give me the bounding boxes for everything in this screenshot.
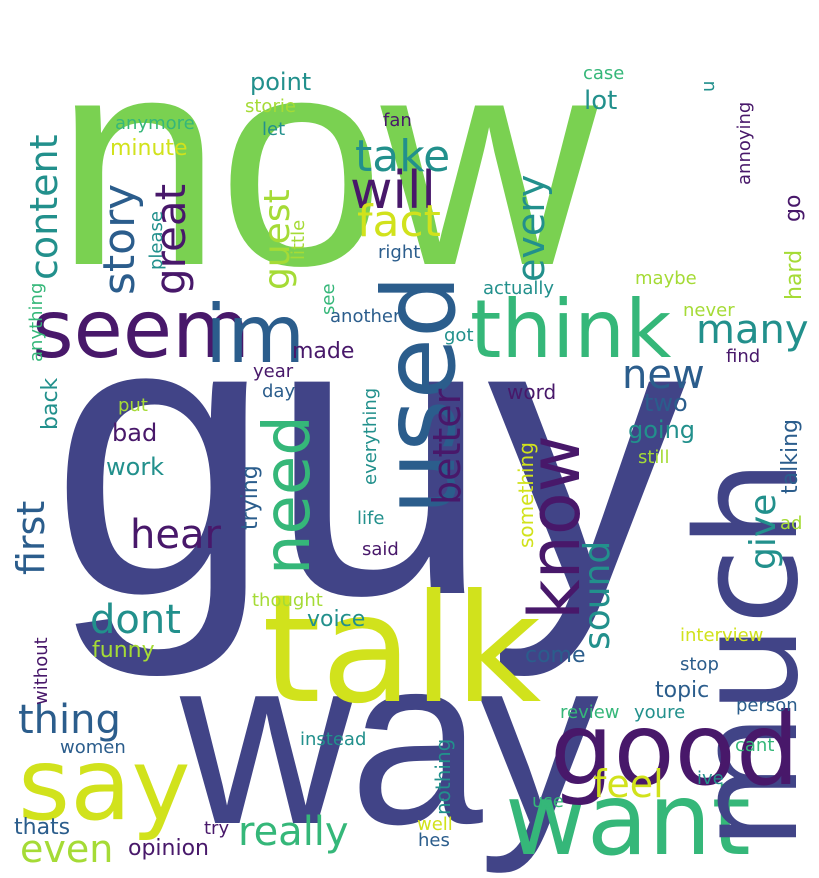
word-anything: anything [26, 282, 47, 362]
word-fact: fact [357, 196, 441, 247]
word-maybe: maybe [635, 268, 697, 289]
word-thought: thought [252, 590, 323, 611]
word-women: women [60, 737, 126, 758]
word-point: point [250, 68, 312, 96]
word-way: way [180, 606, 599, 874]
word-never: never [683, 300, 735, 321]
word-try: try [204, 818, 230, 839]
word-new: new [622, 352, 705, 398]
word-case: case [583, 63, 625, 84]
word-review: review [560, 702, 620, 723]
word-life: life [357, 508, 385, 529]
word-opinion: opinion [128, 836, 209, 861]
word-even: even [20, 827, 114, 871]
word-really: really [238, 809, 349, 855]
word-now: now [55, 0, 597, 328]
word-interview: interview [680, 625, 764, 646]
word-thing: thing [18, 697, 121, 743]
word-think: think [470, 283, 672, 376]
word-guy: guy [50, 231, 687, 678]
word-sound: sound [577, 540, 618, 650]
word-need: need [251, 415, 325, 575]
word-take: take [355, 131, 451, 182]
word-said: said [362, 539, 399, 560]
word-please: please [146, 211, 167, 270]
word-want: want [505, 761, 751, 878]
word-seem: seem [32, 283, 251, 376]
word-anymore: anymore [115, 113, 195, 134]
word-right: right [378, 242, 421, 263]
word-use: use [532, 791, 564, 812]
word-storie: storie [245, 96, 296, 117]
word-cant: cant [735, 735, 775, 756]
word-work: work [106, 453, 165, 481]
word-ad: ad [780, 513, 803, 534]
word-minute: minute [110, 136, 188, 161]
word-still: still [638, 447, 670, 468]
word-u: u [698, 80, 719, 92]
word-without: without [31, 637, 52, 705]
word-everything: everything [360, 387, 381, 485]
word-made: made [292, 339, 355, 364]
word-many: many [696, 307, 809, 353]
word-feel: feel [593, 762, 664, 806]
word-two: two [644, 389, 688, 417]
word-good: good [550, 691, 800, 808]
word-say: say [18, 726, 191, 843]
word-going: going [628, 416, 696, 444]
word-trying: trying [238, 465, 263, 530]
word-hard: hard [782, 249, 807, 300]
word-fan: fan [383, 110, 412, 131]
word-youre: youre [634, 702, 686, 723]
word-will: will [350, 161, 436, 221]
word-little: little [288, 219, 309, 260]
word-hear: hear [130, 512, 221, 558]
word-bad: bad [112, 419, 158, 447]
word-stop: stop [680, 654, 719, 675]
word-voice: voice [307, 607, 366, 632]
word-story: story [94, 183, 145, 295]
word-nothing: nothing [431, 738, 455, 815]
word-im: im [205, 288, 306, 381]
word-thats: thats [14, 815, 71, 840]
word-dont: dont [90, 597, 181, 643]
word-find: find [726, 346, 761, 367]
word-better: better [425, 388, 469, 505]
word-first: first [9, 500, 53, 575]
word-every: every [509, 174, 553, 282]
word-give: give [743, 493, 784, 570]
word-well: well [417, 814, 453, 835]
word-put: put [118, 395, 148, 416]
word-another: another [330, 306, 401, 327]
word-let: let [262, 119, 286, 140]
word-instead: instead [300, 729, 367, 750]
word-talking: talking [778, 419, 803, 494]
word-ive: ive [697, 768, 724, 789]
word-back: back [38, 377, 63, 430]
word-day: day [262, 381, 296, 402]
word-talk: talk [262, 563, 542, 737]
word-go: go [781, 194, 806, 222]
word-annoying: annoying [734, 101, 755, 185]
word-funny: funny [92, 638, 155, 663]
word-actually: actually [483, 278, 555, 299]
word-hes: hes [418, 830, 450, 851]
word-year: year [253, 361, 294, 382]
word-topic: topic [655, 678, 710, 703]
word-something: something [514, 442, 538, 548]
word-word: word [507, 380, 557, 404]
word-come: come [525, 643, 586, 668]
word-got: got [444, 325, 474, 346]
word-person: person [736, 695, 798, 716]
word-content: content [22, 134, 66, 281]
word-lot: lot [584, 86, 618, 116]
